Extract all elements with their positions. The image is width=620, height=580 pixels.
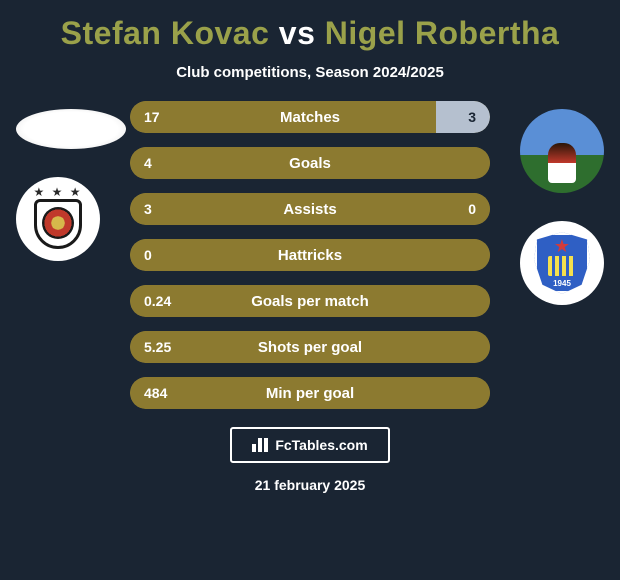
subtitle: Club competitions, Season 2024/2025 [176,64,444,81]
main-row: ★ ★ ★ 173Matches 4Goals 30Assists 0Hattrick… [0,101,620,409]
stat-bar: 0.24Goals per match [130,285,490,317]
stat-bar: 5.25Shots per goal [130,331,490,363]
player1-club-crest: ★ ★ ★ [16,177,100,261]
brand-badge: FcTables.com [230,427,390,463]
stat-label: Goals [130,155,490,172]
spartak-crest-icon: ★ 1945 [534,232,590,294]
player2-club-crest: ★ 1945 [520,221,604,305]
stat-bar: 173Matches [130,101,490,133]
title-vs: vs [279,15,316,51]
right-column: ★ 1945 [490,101,610,305]
crest-star-icon: ★ [554,236,570,257]
stat-label: Min per goal [130,385,490,402]
stat-label: Shots per goal [130,339,490,356]
stat-bar: 484Min per goal [130,377,490,409]
page-title: Stefan Kovac vs Nigel Robertha [61,15,560,52]
stats-bars: 173Matches 4Goals 30Assists 0Hattricks 0.24G… [130,101,490,409]
title-player1: Stefan Kovac [61,15,270,51]
comparison-card: Stefan Kovac vs Nigel Robertha Club comp… [0,0,620,580]
crest-stars-icon: ★ ★ ★ [28,185,88,199]
crest-stripes-icon [548,256,576,276]
player1-photo [16,109,126,149]
stat-label: Goals per match [130,293,490,310]
bar-chart-icon [252,438,270,452]
stat-label: Assists [130,201,490,218]
stat-label: Matches [130,109,490,126]
partizan-crest-icon: ★ ★ ★ [28,187,88,251]
stat-bar: 4Goals [130,147,490,179]
title-player2: Nigel Robertha [325,15,560,51]
crest-year: 1945 [534,279,590,288]
stat-bar: 30Assists [130,193,490,225]
footer-date: 21 february 2025 [255,477,366,493]
brand-text: FcTables.com [275,437,367,453]
player2-photo [520,109,604,193]
left-column: ★ ★ ★ [10,101,130,261]
stat-bar: 0Hattricks [130,239,490,271]
stat-label: Hattricks [130,247,490,264]
crest-inner-icon [42,207,74,239]
